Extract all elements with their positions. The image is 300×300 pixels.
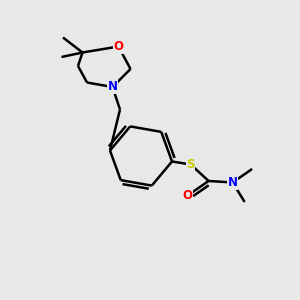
Text: N: N bbox=[107, 80, 118, 94]
Text: O: O bbox=[183, 190, 193, 202]
Text: N: N bbox=[228, 176, 238, 189]
Text: O: O bbox=[113, 40, 124, 53]
Text: S: S bbox=[186, 158, 195, 171]
